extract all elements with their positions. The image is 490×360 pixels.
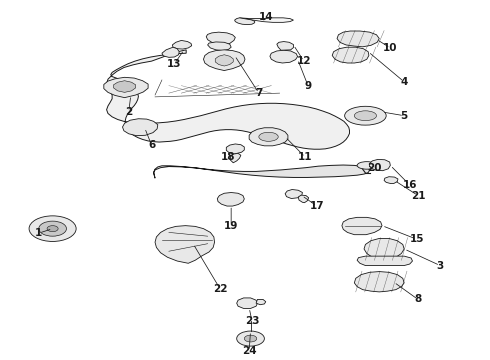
Text: 5: 5 (400, 111, 408, 121)
Ellipse shape (259, 132, 278, 141)
Polygon shape (230, 153, 241, 163)
Polygon shape (354, 271, 404, 292)
Text: 8: 8 (415, 294, 421, 305)
Polygon shape (235, 18, 255, 24)
Text: 13: 13 (167, 59, 182, 69)
Polygon shape (249, 128, 288, 146)
Text: 9: 9 (304, 81, 312, 91)
Polygon shape (357, 256, 413, 266)
Text: 23: 23 (245, 316, 259, 326)
Text: 20: 20 (367, 163, 382, 174)
Polygon shape (384, 177, 398, 184)
Polygon shape (342, 217, 382, 235)
Ellipse shape (29, 216, 76, 242)
Polygon shape (114, 81, 136, 93)
Text: 18: 18 (220, 152, 235, 162)
Polygon shape (364, 238, 404, 260)
Text: 24: 24 (242, 346, 256, 356)
Text: 1: 1 (35, 228, 43, 238)
Text: 4: 4 (400, 77, 408, 87)
Polygon shape (218, 193, 245, 206)
Polygon shape (240, 18, 294, 22)
Ellipse shape (47, 226, 58, 232)
Polygon shape (298, 195, 309, 203)
Text: 22: 22 (213, 284, 227, 294)
Text: 7: 7 (255, 88, 263, 98)
Polygon shape (154, 165, 369, 178)
Polygon shape (155, 226, 215, 263)
Polygon shape (337, 31, 379, 47)
Ellipse shape (354, 111, 376, 121)
Polygon shape (172, 40, 192, 49)
Polygon shape (369, 159, 391, 171)
Polygon shape (285, 189, 302, 198)
Polygon shape (226, 144, 245, 154)
Text: 16: 16 (402, 180, 417, 190)
Polygon shape (332, 47, 369, 63)
Ellipse shape (245, 335, 257, 342)
Text: 6: 6 (148, 140, 155, 150)
Ellipse shape (39, 221, 67, 236)
Polygon shape (256, 300, 266, 305)
Polygon shape (208, 42, 231, 51)
Text: 17: 17 (310, 201, 324, 211)
Text: 21: 21 (411, 190, 425, 201)
Text: 2: 2 (125, 107, 132, 117)
Text: 19: 19 (224, 221, 238, 231)
Polygon shape (215, 55, 233, 66)
Text: 11: 11 (298, 152, 313, 162)
Polygon shape (107, 50, 349, 149)
Ellipse shape (344, 106, 386, 125)
Polygon shape (203, 50, 245, 71)
Polygon shape (270, 50, 297, 63)
Ellipse shape (237, 331, 265, 346)
Ellipse shape (357, 162, 376, 169)
Text: 10: 10 (383, 43, 397, 53)
Polygon shape (237, 298, 257, 309)
Polygon shape (104, 77, 148, 98)
Polygon shape (277, 41, 294, 50)
Text: 12: 12 (296, 56, 311, 66)
Polygon shape (206, 32, 235, 45)
Text: 14: 14 (258, 12, 273, 22)
Polygon shape (162, 47, 179, 57)
Polygon shape (122, 119, 158, 136)
Text: 3: 3 (437, 261, 444, 271)
Text: 15: 15 (409, 234, 424, 244)
